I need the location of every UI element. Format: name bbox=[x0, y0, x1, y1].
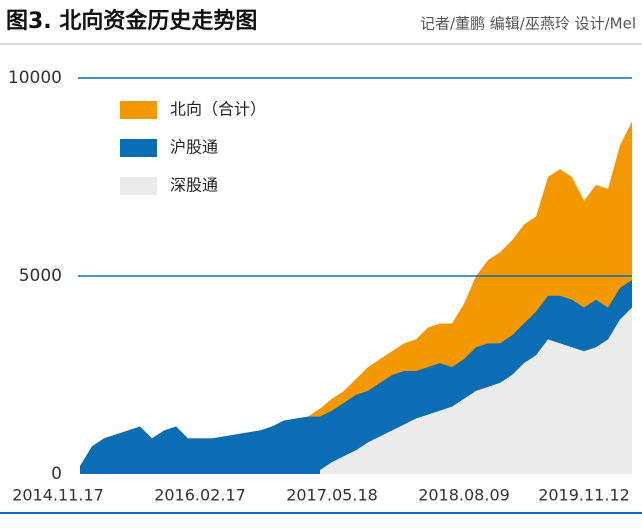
area bbox=[320, 307, 632, 474]
legend-label: 沪股通 bbox=[170, 138, 218, 157]
chart-credits: 记者/董鹏 编辑/巫燕玲 设计/Mel bbox=[420, 15, 636, 33]
y-tick-label: 5000 bbox=[19, 266, 62, 286]
legend-label: 北向（合计） bbox=[170, 100, 266, 119]
y-tick-label: 10000 bbox=[8, 68, 62, 88]
x-tick-label: 2019.11.12 bbox=[538, 486, 630, 505]
x-tick-label: 2014.11.17 bbox=[12, 486, 104, 505]
chart-title: 图3. 北向资金历史走势图 bbox=[6, 8, 257, 34]
x-tick-label: 2018.08.09 bbox=[418, 486, 510, 505]
legend-label: 深股通 bbox=[170, 176, 218, 195]
legend-swatch bbox=[120, 101, 157, 119]
x-tick-label: 2016.02.17 bbox=[154, 486, 246, 505]
y-tick-label: 0 bbox=[51, 464, 62, 484]
legend-swatch bbox=[120, 139, 157, 157]
x-tick-label: 2017.05.18 bbox=[286, 486, 378, 505]
legend-swatch bbox=[120, 177, 157, 195]
